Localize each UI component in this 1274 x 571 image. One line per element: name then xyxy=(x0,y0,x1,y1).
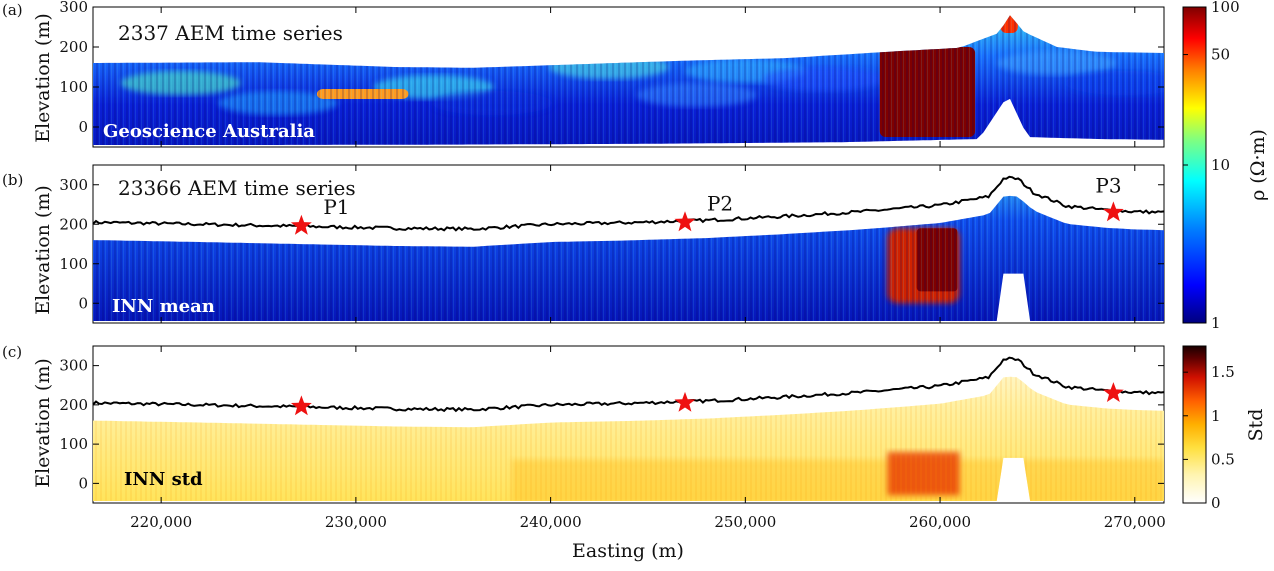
xtick-label: 270,000 xyxy=(1104,513,1166,531)
panel-b-star-label: P2 xyxy=(707,191,733,215)
panel-b-star-P2 xyxy=(674,211,696,232)
colorbar-resistivity-ticks: 100 50 10 1 xyxy=(1183,0,1240,332)
ytick-label: 300 xyxy=(59,176,88,194)
colorbar-std-ticks: 1.5 1 0.5 0 xyxy=(1183,363,1235,512)
ylabel-a: Elevation (m) xyxy=(32,13,54,143)
ytick-label: 200 xyxy=(59,38,88,56)
ytick-label: 0 xyxy=(78,118,88,136)
colorbar-resistivity-tick-label: 1 xyxy=(1211,314,1221,332)
colorbar-std-tick-label: 0 xyxy=(1211,494,1221,512)
panel-label-a: (a) xyxy=(2,1,23,19)
panel-b-surface-line xyxy=(92,175,1165,232)
colorbar-std-tick-label: 0.5 xyxy=(1211,450,1235,468)
panel-b-star-label: P1 xyxy=(323,195,349,219)
colorbar-resistivity: 100 50 10 1 ρ (Ω·m) xyxy=(1182,0,1269,332)
xtick-label: 240,000 xyxy=(520,513,582,531)
panel-b-overlay-label: INN mean xyxy=(112,296,215,317)
ytick-label: 300 xyxy=(59,357,88,375)
ytick-label: 0 xyxy=(78,294,88,312)
panel-c-xticks: 220,000 230,000 240,000 250,000 260,000 270,0… xyxy=(130,7,1166,531)
panel-label-b: (b) xyxy=(2,171,23,189)
ytick-label: 200 xyxy=(59,215,88,233)
panel-b: P1 P2 P3 23366 AEM time series INN mean 0 1… xyxy=(59,164,1165,324)
ytick-label: 0 xyxy=(78,474,88,492)
panel-b-star-label: P3 xyxy=(1095,173,1121,197)
panel-c-star-3 xyxy=(1102,382,1124,402)
colorbar-resistivity-tick-label: 50 xyxy=(1211,46,1230,64)
ytick-label: 300 xyxy=(59,0,88,16)
panel-c: INN std 0 100 200 300 220,000 230,000 240,000… xyxy=(59,7,1166,531)
colorbar-resistivity-tick-label: 10 xyxy=(1211,156,1230,174)
xtick-label: 250,000 xyxy=(714,513,776,531)
panel-c-overlay-label: INN std xyxy=(124,469,203,490)
ytick-label: 200 xyxy=(59,396,88,414)
ytick-label: 100 xyxy=(59,435,88,453)
ytick-label: 100 xyxy=(59,255,88,273)
panel-b-title: 23366 AEM time series xyxy=(118,176,356,200)
panel-a-yticks: 0 100 200 300 xyxy=(59,0,1164,136)
panel-b-yticks: 0 100 200 300 xyxy=(59,176,1164,312)
colorbar-std-tick-label: 1 xyxy=(1211,407,1221,425)
panel-c-star-2 xyxy=(674,391,696,412)
xtick-label: 260,000 xyxy=(909,513,971,531)
panel-label-c: (c) xyxy=(2,343,22,361)
panel-a-title: 2337 AEM time series xyxy=(118,21,343,45)
ylabel-c: Elevation (m) xyxy=(32,358,54,488)
ylabel-b: Elevation (m) xyxy=(32,185,54,315)
xtick-label: 230,000 xyxy=(325,513,387,531)
colorbar-std: 1.5 1 0.5 0 Std xyxy=(1182,345,1267,512)
panel-b-star-P1 xyxy=(290,214,312,235)
colorbar-std-label: Std xyxy=(1245,409,1267,442)
colorbar-std-ramp xyxy=(1182,345,1207,504)
panel-c-star-1 xyxy=(290,395,312,416)
panel-a-overlay-label: Geoscience Australia xyxy=(103,121,315,142)
colorbar-std-tick-label: 1.5 xyxy=(1211,363,1235,381)
colorbar-resistivity-label: ρ (Ω·m) xyxy=(1247,129,1269,201)
panel-a: 2337 AEM time series Geoscience Australi… xyxy=(59,0,1165,148)
panel-c-yticks: 0 100 200 300 xyxy=(59,357,1164,492)
xtick-label: 220,000 xyxy=(130,513,192,531)
ytick-label: 100 xyxy=(59,78,88,96)
panel-b-star-P3 xyxy=(1102,201,1124,222)
xlabel: Easting (m) xyxy=(572,540,684,562)
colorbar-resistivity-tick-label: 100 xyxy=(1211,0,1240,16)
panel-c-surface-line xyxy=(92,356,1165,413)
